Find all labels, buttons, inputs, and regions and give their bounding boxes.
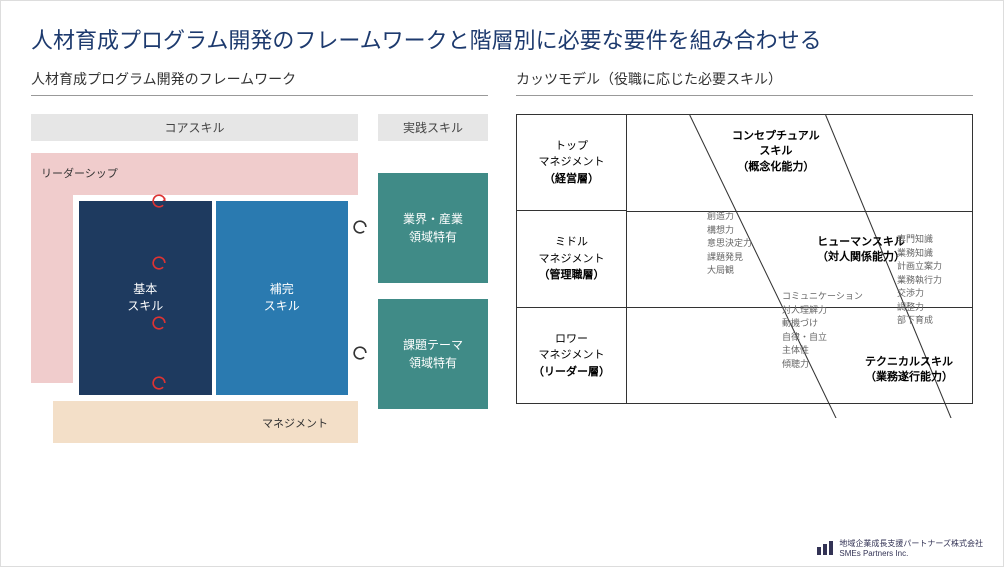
cycle-arrow-icon: [149, 253, 169, 273]
practice-box-1: 業界・産業 領域特有: [378, 173, 488, 283]
logo-icon: [817, 541, 833, 555]
human-items: コミュニケーション対人理解力動機づけ自律・自立主体性傾聴力: [782, 290, 863, 371]
level-middle: ミドル マネジメント（管理職層）: [517, 211, 627, 307]
human-title: ヒューマンスキル（対人関係能力）: [817, 235, 905, 266]
cycle-arrow-icon: [350, 343, 370, 363]
framework-section: 人材育成プログラム開発のフレームワーク コアスキル リーダーシップ マネジメント…: [31, 69, 488, 443]
cycle-arrow-icon: [350, 217, 370, 237]
conceptual-items: 創造力構想力意思決定力課題発見大局観: [707, 210, 752, 278]
page-title: 人材育成プログラム開発のフレームワークと階層別に必要な要件を組み合わせる: [1, 1, 1003, 69]
katz-chart: コンセプチュアル スキル（概念化能力） 創造力構想力意思決定力課題発見大局観 ヒ…: [627, 115, 972, 403]
footer-branding: 地域企業成長支援パートナーズ株式会社SMEs Partners Inc.: [817, 538, 983, 558]
conceptual-title: コンセプチュアル スキル（概念化能力）: [732, 129, 820, 175]
practice-skill-header: 実践スキル: [378, 114, 488, 141]
technical-items: 専門知識業務知識計画立案力業務執行力交渉力調整力部下育成: [897, 233, 942, 328]
leadership-label: リーダーシップ: [41, 165, 118, 181]
practice-box-2: 課題テーマ 領域特有: [378, 299, 488, 409]
level-lower: ロワー マネジメント（リーダー層）: [517, 308, 627, 403]
framework-subtitle: 人材育成プログラム開発のフレームワーク: [31, 69, 488, 96]
leadership-bar-left: [31, 153, 73, 383]
complement-skill-box: 補完 スキル: [216, 201, 349, 395]
core-skill-header: コアスキル: [31, 114, 358, 141]
management-label: マネジメント: [262, 415, 328, 431]
cycle-arrow-icon: [149, 313, 169, 333]
level-top: トップ マネジメント（経営層）: [517, 115, 627, 211]
basic-skill-box: 基本 スキル: [79, 201, 212, 395]
cycle-arrow-icon: [149, 373, 169, 393]
cycle-arrow-icon: [149, 191, 169, 211]
katz-section: カッツモデル（役職に応じた必要スキル） トップ マネジメント（経営層） ミドル …: [516, 69, 973, 443]
katz-subtitle: カッツモデル（役職に応じた必要スキル）: [516, 69, 973, 96]
technical-title: テクニカルスキル（業務遂行能力）: [865, 355, 953, 386]
